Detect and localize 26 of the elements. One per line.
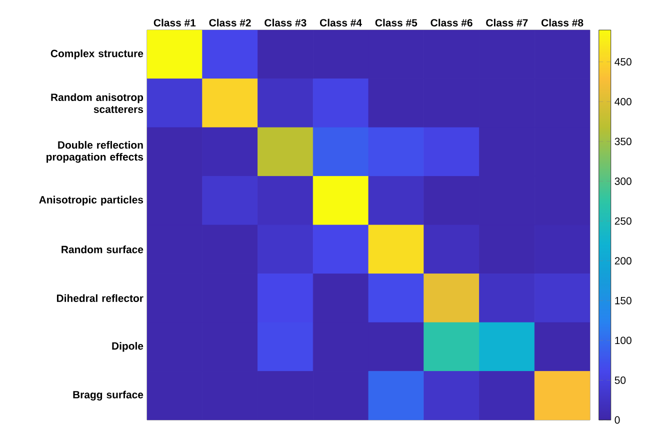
x-tick-label: Class #5 bbox=[375, 18, 418, 26]
x-tick-label: Class #3 bbox=[264, 18, 306, 26]
color-bar-label: 150 bbox=[615, 296, 632, 304]
x-tick-label: Class #4 bbox=[320, 18, 362, 26]
y-tick-label: Dihedral reflector bbox=[56, 294, 144, 302]
x-tick-label: Class #2 bbox=[209, 18, 251, 26]
y-tick-label: Bragg surface bbox=[73, 390, 144, 401]
x-tick-label: Class #8 bbox=[542, 18, 584, 26]
color-bar-label: 450 bbox=[614, 58, 632, 66]
y-tick-label: Complex structure bbox=[50, 50, 144, 60]
color-bar-label: 300 bbox=[614, 178, 632, 185]
color-bar-label: 0 bbox=[614, 416, 620, 424]
color-bar-label: 250 bbox=[614, 217, 632, 225]
color-bar-label: 50 bbox=[614, 376, 626, 384]
y-tick-label: Random surface bbox=[62, 246, 144, 254]
x-tick-label: Class #7 bbox=[486, 18, 528, 26]
color-bar-label: 350 bbox=[614, 138, 632, 146]
color-bar-label: 400 bbox=[614, 98, 632, 106]
y-tick-label: Anisotropic particles bbox=[39, 196, 144, 206]
y-tick-label: Double reflection propagation effects bbox=[46, 141, 144, 163]
color-bar-label: 100 bbox=[615, 336, 632, 344]
x-tick-label: Class #1 bbox=[154, 18, 196, 26]
x-tick-label: Class #6 bbox=[430, 18, 472, 26]
y-tick-label: Dipole bbox=[112, 342, 144, 352]
color-bar-label: 200 bbox=[614, 257, 632, 265]
y-tick-label: Random anisotrop scatterers bbox=[51, 93, 144, 113]
